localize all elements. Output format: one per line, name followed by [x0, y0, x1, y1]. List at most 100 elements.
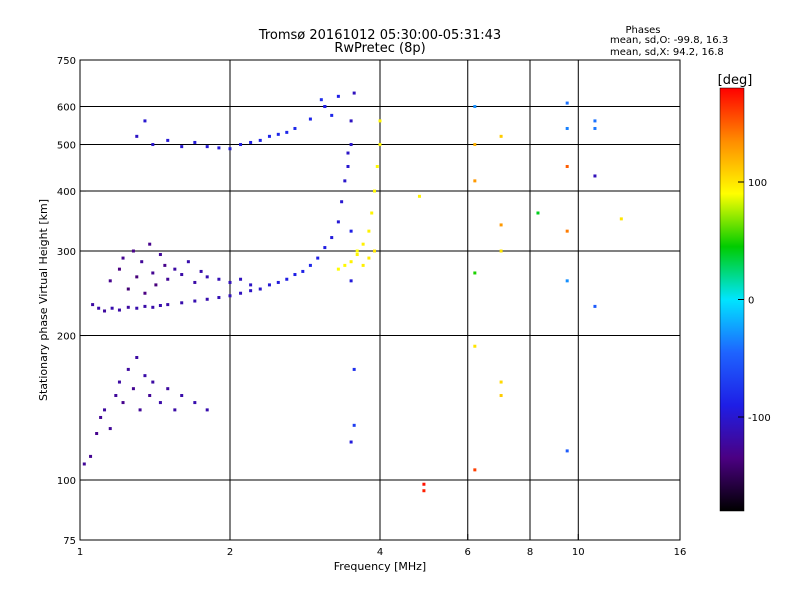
data-point — [99, 415, 103, 419]
y-axis-label: Stationary phase Virtual Height [km] — [37, 199, 50, 401]
data-point — [565, 279, 569, 283]
data-point — [361, 242, 365, 246]
data-point — [422, 482, 426, 486]
data-point — [370, 211, 374, 215]
data-point — [138, 408, 142, 412]
data-point — [131, 387, 135, 391]
data-point — [355, 249, 359, 253]
data-point — [422, 489, 426, 493]
data-point — [473, 143, 477, 147]
data-point — [249, 140, 253, 144]
data-point — [239, 277, 243, 281]
x-tick-label: 10 — [572, 547, 585, 558]
data-point — [151, 271, 155, 275]
data-point — [473, 105, 477, 109]
data-point — [158, 401, 162, 405]
data-point — [126, 367, 130, 371]
data-point — [143, 119, 147, 123]
data-point — [565, 126, 569, 130]
data-point — [117, 308, 121, 312]
phase-o-stats: mean, sd,O: -99.8, 16.3 — [610, 35, 728, 46]
grid-lines — [80, 60, 680, 540]
data-point — [565, 229, 569, 233]
x-axis-ticks: 1 2 4 6 8 10 16 — [77, 534, 687, 558]
data-point — [593, 174, 597, 178]
data-point — [82, 462, 86, 466]
data-point — [154, 283, 158, 287]
data-point — [166, 303, 170, 307]
data-point — [258, 287, 262, 291]
data-point — [336, 94, 340, 98]
data-point — [285, 277, 289, 281]
data-point — [499, 380, 503, 384]
data-point — [103, 309, 107, 313]
data-point — [343, 179, 347, 183]
data-point — [117, 267, 121, 271]
data-point — [180, 273, 184, 277]
data-point — [355, 253, 359, 257]
data-point — [301, 269, 305, 273]
data-point — [95, 432, 99, 436]
x-tick-label: 1 — [77, 547, 83, 558]
data-point — [186, 260, 190, 264]
data-point — [473, 468, 477, 472]
data-point — [346, 164, 350, 168]
data-point — [330, 236, 334, 240]
phase-heading: Phases — [625, 25, 660, 36]
data-point — [108, 279, 112, 283]
colorbar-tick-label: 0 — [748, 296, 754, 307]
data-point — [373, 249, 377, 253]
y-axis-ticks: 75 100 200 300 400 500 600 750 — [57, 56, 86, 547]
data-point — [378, 119, 382, 123]
data-point — [193, 401, 197, 405]
data-point — [151, 380, 155, 384]
data-point — [217, 277, 221, 281]
data-point — [473, 271, 477, 275]
y-tick-label: 400 — [57, 187, 76, 198]
data-point — [135, 275, 139, 279]
data-point — [349, 440, 353, 444]
data-point — [180, 301, 184, 305]
data-point — [336, 267, 340, 271]
data-point — [352, 91, 356, 95]
data-point — [193, 140, 197, 144]
data-point — [323, 105, 327, 109]
data-point — [367, 256, 371, 260]
y-tick-label: 300 — [57, 247, 76, 258]
x-tick-label: 16 — [674, 547, 687, 558]
data-point — [151, 305, 155, 309]
data-point — [352, 423, 356, 427]
data-point — [336, 220, 340, 224]
data-point — [193, 280, 197, 284]
data-point — [349, 229, 353, 233]
data-point — [228, 280, 232, 284]
y-tick-label: 750 — [57, 56, 76, 67]
data-point — [330, 113, 334, 117]
x-tick-label: 2 — [227, 547, 233, 558]
data-point — [205, 297, 209, 301]
y-tick-label: 100 — [57, 476, 76, 487]
data-point — [158, 303, 162, 307]
data-point — [166, 277, 170, 281]
data-point — [417, 194, 421, 198]
data-point — [239, 291, 243, 295]
data-point — [217, 296, 221, 300]
data-point — [565, 101, 569, 105]
data-point — [308, 263, 312, 267]
data-point — [276, 280, 280, 284]
x-axis-label: Frequency [MHz] — [334, 560, 426, 573]
data-point — [593, 126, 597, 130]
colorbar-tick-label: -100 — [748, 413, 771, 424]
data-point — [110, 306, 114, 310]
data-point — [180, 145, 184, 149]
data-point — [151, 143, 155, 147]
data-point — [349, 143, 353, 147]
data-point — [499, 223, 503, 227]
x-tick-label: 6 — [465, 547, 471, 558]
data-point — [103, 408, 107, 412]
data-point — [349, 119, 353, 123]
data-point — [199, 269, 203, 273]
data-point — [126, 305, 130, 309]
data-point — [249, 289, 253, 293]
